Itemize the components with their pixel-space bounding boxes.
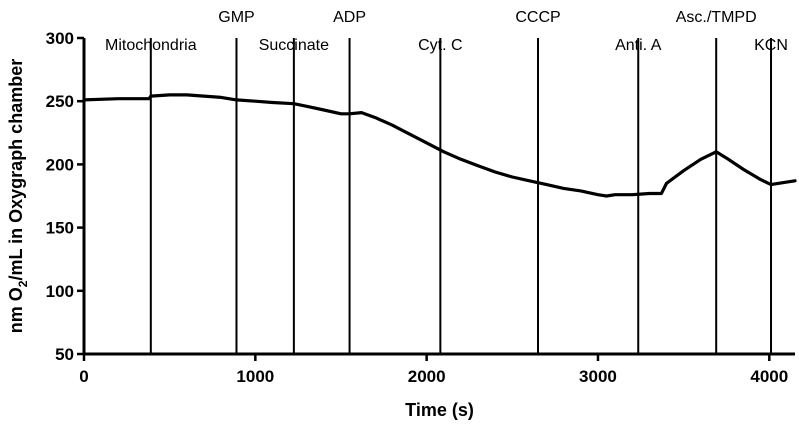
event-label-3: ADP [333,9,366,26]
x-tick-label-3000: 3000 [579,367,617,386]
y-tick-label-200: 200 [46,155,74,174]
event-label-1: GMP [218,9,254,26]
event-label-6: Anti. A [615,37,662,54]
event-label-0: Mitochondria [105,37,197,54]
y-axis-title-suffix: /mL in Oxygraph chamber [6,59,26,281]
x-tick-label-1000: 1000 [236,367,274,386]
x-tick-label-2000: 2000 [408,367,446,386]
x-axis-title: Time (s) [405,400,474,420]
event-label-5: CCCP [515,9,560,26]
y-tick-label-150: 150 [46,219,74,238]
y-axis-title-subscript: 2 [16,280,30,287]
event-label-7: Asc./TMPD [676,9,757,26]
y-axis-title: nm O2/mL in Oxygraph chamber [6,59,30,333]
event-label-8: KCN [754,37,788,54]
y-tick-label-250: 250 [46,92,74,111]
x-tick-label-4000: 4000 [750,367,788,386]
y-tick-label-300: 300 [46,29,74,48]
event-label-2: Succinate [259,37,329,54]
event-label-4: Cyt. C [418,37,462,54]
oxygen-trace-line-0 [82,93,797,198]
y-tick-label-100: 100 [46,282,74,301]
x-tick-label-0: 0 [79,367,88,386]
y-tick-label-50: 50 [55,345,74,364]
y-axis-title-prefix: nm O [6,287,26,333]
